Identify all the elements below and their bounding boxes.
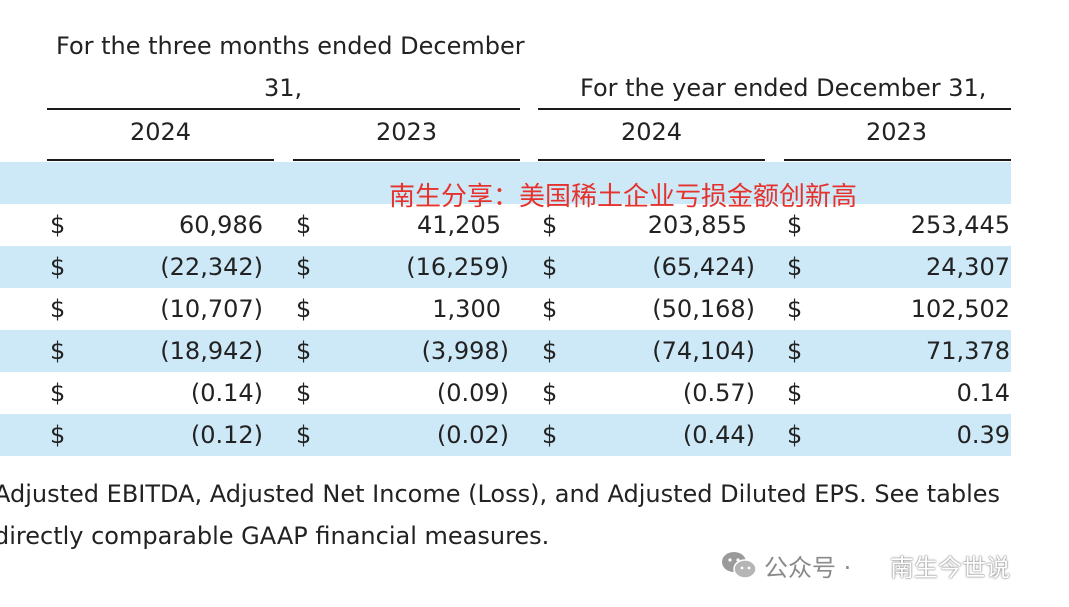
value-fy-2023: 71,378	[926, 337, 1010, 365]
currency-symbol: $	[787, 253, 803, 281]
value-fy-2024: (50,168)	[652, 295, 755, 323]
currency-symbol: $	[296, 337, 312, 365]
year-label-fy-2023: 2023	[866, 118, 928, 146]
footnote-line-2: directly comparable GAAP financial measu…	[0, 522, 550, 550]
value-q-2023: (16,259)	[406, 253, 509, 281]
value-q-2023: 1,300	[432, 295, 501, 323]
year-header: For the year ended December 31,	[580, 74, 987, 102]
currency-symbol: $	[542, 253, 558, 281]
value-q-2023: (0.09)	[436, 379, 509, 407]
currency-symbol: $	[787, 337, 803, 365]
currency-symbol: $	[50, 421, 66, 449]
currency-symbol: $	[296, 253, 312, 281]
value-q-2024: (22,342)	[160, 253, 263, 281]
public-account-label: 公众号 ·	[764, 554, 852, 582]
value-fy-2024: (0.44)	[682, 421, 755, 449]
account-name: 南生今世说	[890, 554, 1010, 582]
value-q-2023: (3,998)	[421, 337, 509, 365]
value-fy-2023: 24,307	[926, 253, 1010, 281]
value-fy-2023: 102,502	[910, 295, 1010, 323]
currency-symbol: $	[296, 295, 312, 323]
currency-symbol: $	[787, 379, 803, 407]
currency-symbol: $	[787, 211, 803, 239]
currency-symbol: $	[296, 421, 312, 449]
year-label-q-2023: 2023	[376, 118, 438, 146]
value-fy-2024: (74,104)	[652, 337, 755, 365]
value-q-2024: (0.14)	[190, 379, 263, 407]
col-rule-q-2024	[47, 159, 274, 161]
currency-symbol: $	[542, 211, 558, 239]
col-rule-fy-2023	[784, 159, 1011, 161]
currency-symbol: $	[542, 295, 558, 323]
col-rule-fy-2024	[538, 159, 765, 161]
three-months-header-line1: For the three months ended December	[56, 32, 525, 60]
value-q-2024: (18,942)	[160, 337, 263, 365]
value-q-2023: (0.02)	[436, 421, 509, 449]
currency-symbol: $	[296, 211, 312, 239]
row-band-6	[0, 414, 1011, 456]
currency-symbol: $	[50, 253, 66, 281]
currency-symbol: $	[787, 295, 803, 323]
value-fy-2023: 0.39	[956, 421, 1010, 449]
value-fy-2024: (0.57)	[682, 379, 755, 407]
value-q-2024: (0.12)	[190, 421, 263, 449]
currency-symbol: $	[50, 379, 66, 407]
col-rule-q-2023	[293, 159, 520, 161]
currency-symbol: $	[787, 421, 803, 449]
three-months-header-rule	[47, 108, 520, 110]
overlay-caption: 南生分享：美国稀土企业亏损金额创新高	[389, 182, 858, 212]
year-label-q-2024: 2024	[130, 118, 192, 146]
value-q-2024: (10,707)	[160, 295, 263, 323]
currency-symbol: $	[296, 379, 312, 407]
currency-symbol: $	[542, 379, 558, 407]
currency-symbol: $	[50, 211, 66, 239]
currency-symbol: $	[542, 421, 558, 449]
currency-symbol: $	[50, 337, 66, 365]
three-months-header-line2: 31,	[264, 74, 303, 102]
row-band-4	[0, 330, 1011, 372]
row-band-2	[0, 246, 1011, 288]
value-q-2023: 41,205	[417, 211, 501, 239]
value-q-2024: 60,986	[179, 211, 263, 239]
value-fy-2024: 203,855	[647, 211, 747, 239]
value-fy-2024: (65,424)	[652, 253, 755, 281]
header-band	[0, 162, 1011, 204]
year-header-rule	[538, 108, 1011, 110]
wechat-icon	[720, 550, 758, 580]
year-label-fy-2024: 2024	[621, 118, 683, 146]
currency-symbol: $	[542, 337, 558, 365]
currency-symbol: $	[50, 295, 66, 323]
value-fy-2023: 253,445	[910, 211, 1010, 239]
footnote-line-1: Adjusted EBITDA, Adjusted Net Income (Lo…	[0, 480, 1001, 508]
value-fy-2023: 0.14	[956, 379, 1010, 407]
